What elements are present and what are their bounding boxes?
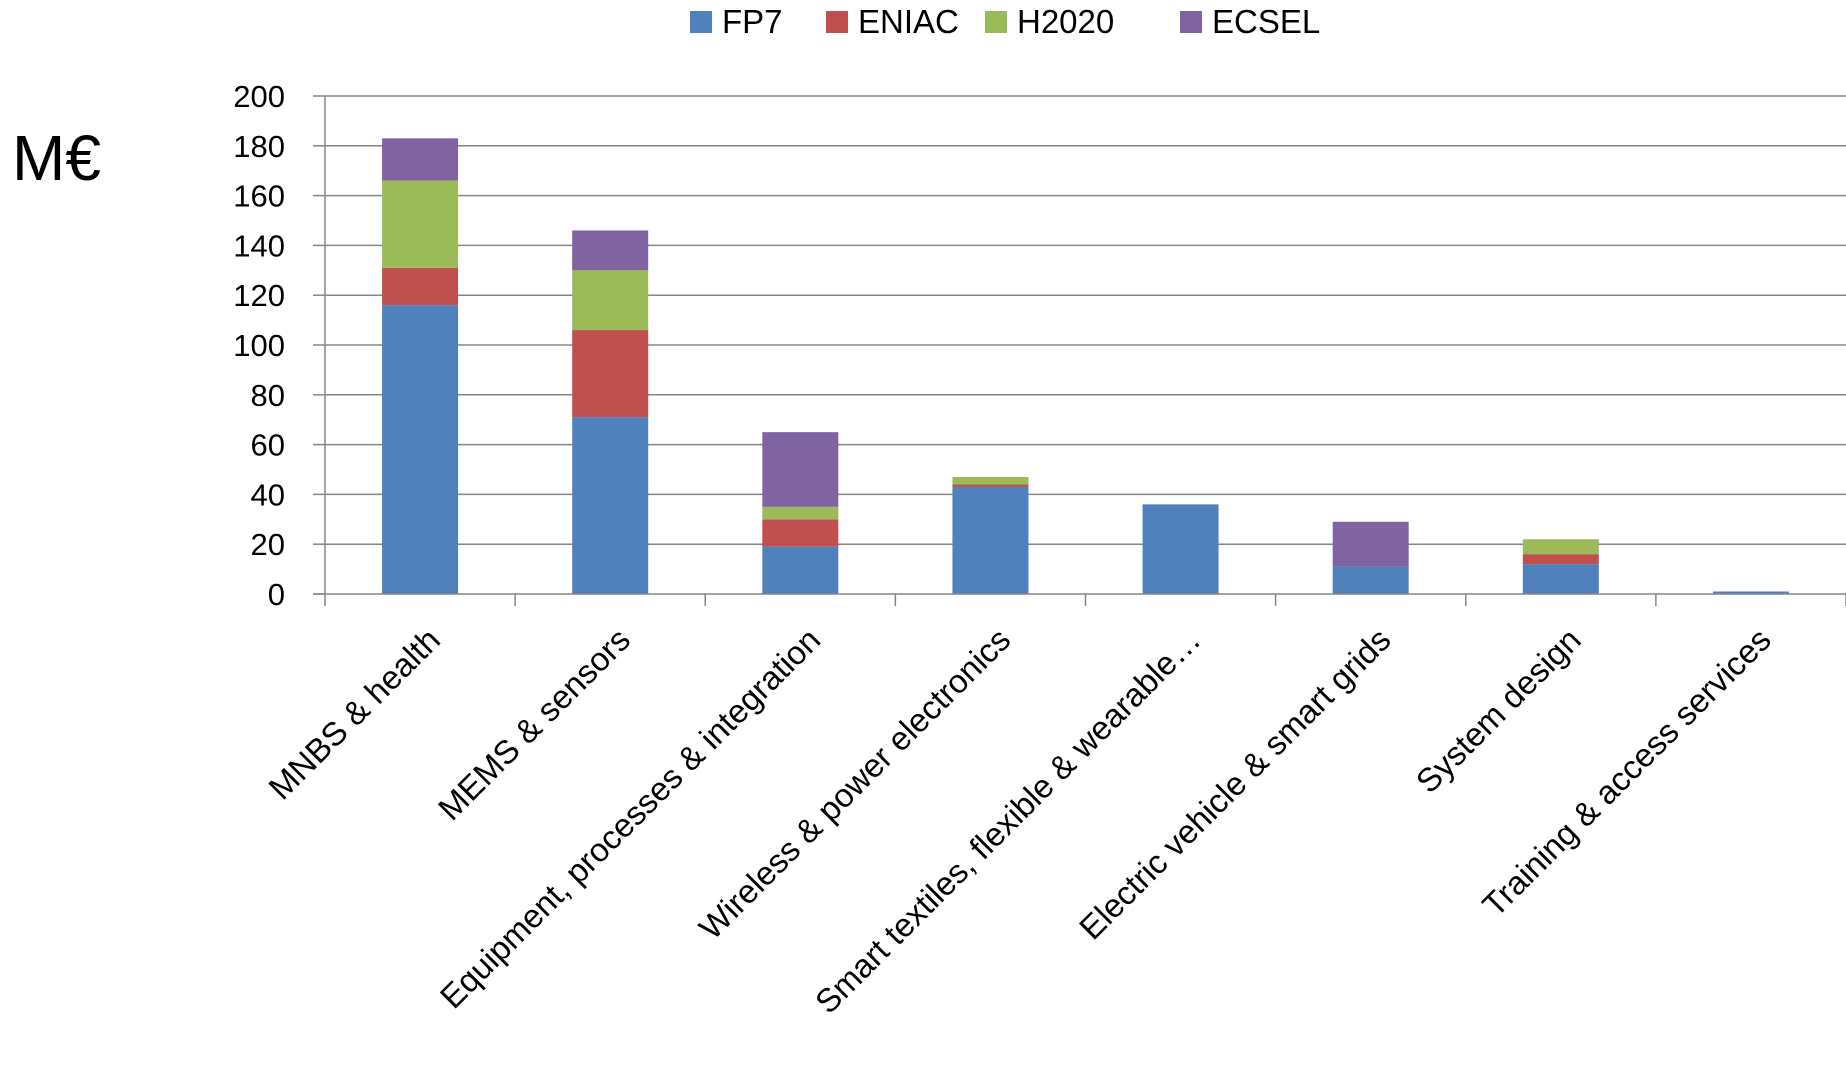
- bar-segment-h2020: [572, 270, 649, 331]
- legend-swatch-eniac: [826, 11, 848, 33]
- y-tick-label: 60: [251, 428, 285, 463]
- bar-segment-ecsel: [382, 138, 459, 181]
- bar-segment-h2020: [382, 180, 459, 268]
- bar-segment-eniac: [1522, 554, 1599, 565]
- legend-label: FP7: [722, 3, 783, 40]
- x-category-label: System design: [1409, 621, 1588, 800]
- axes: [313, 96, 1846, 606]
- bar-segment-ecsel: [572, 230, 649, 271]
- unit-label: M€: [12, 122, 101, 194]
- bar-segment-eniac: [382, 267, 459, 306]
- bar-segment-eniac: [762, 519, 839, 547]
- legend-label: ECSEL: [1212, 3, 1320, 40]
- x-category-label: Wireless & power electronics: [692, 621, 1018, 947]
- y-tick-label: 40: [251, 477, 285, 512]
- bar-segment-h2020: [762, 506, 839, 520]
- y-tick-label: 200: [233, 79, 285, 114]
- y-tick-label: 100: [233, 328, 285, 363]
- bar-segment-fp7: [1712, 591, 1789, 594]
- y-tick-label: 160: [233, 179, 285, 214]
- bars: [382, 138, 1789, 594]
- legend-label: H2020: [1017, 3, 1114, 40]
- y-tick-label: 120: [233, 278, 285, 313]
- y-tick-label: 180: [233, 129, 285, 164]
- bar-segment-ecsel: [1332, 521, 1409, 567]
- bar-segment-fp7: [952, 486, 1029, 594]
- bar-segment-eniac: [952, 484, 1029, 487]
- legend-swatch-h2020: [985, 11, 1007, 33]
- legend: FP7 ENIAC H2020 ECSEL: [690, 3, 1320, 40]
- x-category-label: Electric vehicle & smart grids: [1072, 621, 1398, 947]
- legend-label: ENIAC: [858, 3, 959, 40]
- gridlines: [313, 95, 1846, 595]
- y-tick-label: 80: [251, 378, 285, 413]
- bar-segment-fp7: [572, 417, 649, 594]
- x-category-label: Smart textiles, flexible & wearable…: [808, 621, 1208, 1021]
- bar-segment-ecsel: [762, 432, 839, 507]
- x-category-label: MNBS & health: [261, 621, 447, 807]
- y-tick-label: 0: [268, 577, 285, 612]
- bar-segment-fp7: [1142, 504, 1219, 594]
- bar-segment-fp7: [382, 305, 459, 594]
- legend-swatch-fp7: [690, 11, 712, 33]
- legend-swatch-ecsel: [1180, 11, 1202, 33]
- x-category-label: Equipment, processes & integration: [433, 621, 828, 1016]
- bar-segment-fp7: [762, 546, 839, 594]
- bar-segment-h2020: [1522, 539, 1599, 555]
- bar-segment-fp7: [1522, 564, 1599, 594]
- y-tick-label: 20: [251, 527, 285, 562]
- y-tick-labels: 0 20 40 60 80 100 120 140 160 180 200: [233, 79, 285, 612]
- x-category-label: MEMS & sensors: [431, 621, 637, 827]
- bar-segment-h2020: [952, 476, 1029, 485]
- bar-segment-eniac: [572, 330, 649, 418]
- y-tick-label: 140: [233, 228, 285, 263]
- bar-segment-fp7: [1332, 566, 1409, 594]
